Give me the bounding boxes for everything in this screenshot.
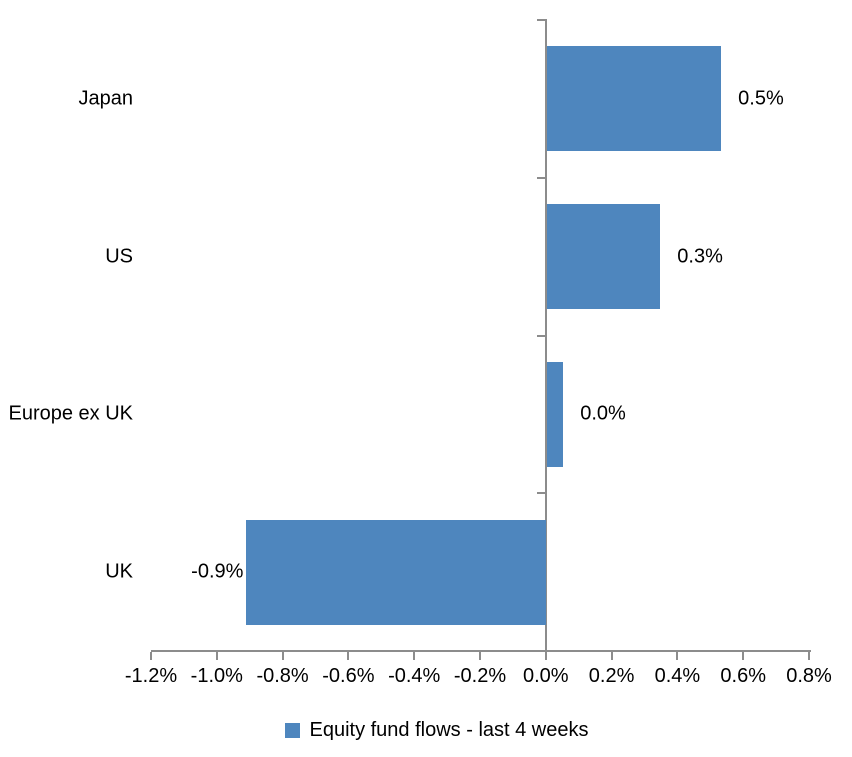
x-axis-tick-label: 0.8% [786,665,832,687]
bar-uk [246,519,546,625]
x-axis-tick [215,652,218,660]
x-axis-tick-label: -0.2% [453,665,507,687]
value-label-japan: 0.5% [738,87,784,110]
x-axis-tick [610,652,613,660]
x-axis-tick-label: 0.6% [720,665,766,687]
category-label-europe-ex-uk: Europe ex UK [8,402,133,425]
bar-europe-ex-uk [546,361,564,467]
x-axis-tick-label: -1.0% [190,665,243,687]
x-axis-tick [150,652,152,660]
x-axis-tick-label: 0.2% [588,665,635,687]
legend: Equity fund flows - last 4 weeks [11,714,852,746]
x-axis-tick-label: -0.4% [388,665,441,687]
value-label-us: 0.3% [677,245,723,268]
category-label-japan: Japan [78,87,134,110]
x-axis-tick [544,652,547,660]
value-label-uk: -0.9% [191,560,244,583]
category-label-uk: UK [105,560,133,583]
x-axis-tick [808,652,810,660]
legend-swatch [285,722,301,738]
y-axis-tick [536,19,547,21]
bar-japan [546,46,722,152]
x-axis-tick [479,652,481,660]
x-axis-tick [413,652,416,660]
x-axis-tick [742,652,745,660]
x-axis-tick [281,652,284,660]
x-axis-tick [347,652,350,660]
x-axis-tick-label: -1.2% [124,665,178,687]
x-axis-tick-label: -0.8% [256,665,309,687]
y-axis-tick [536,176,547,179]
x-axis-tick-label: -0.6% [322,665,375,687]
x-axis-tick [676,652,679,660]
legend-label: Equity fund flows - last 4 weeks [309,718,589,741]
value-label-europe-ex-uk: 0.0% [580,402,626,425]
y-axis-tick [536,492,547,495]
y-axis-tick [536,650,547,652]
x-axis-line [151,650,811,652]
y-axis-tick [536,334,547,337]
category-label-us: US [105,245,133,268]
bar-us [546,204,661,310]
x-axis-tick-label: 0.4% [654,665,701,687]
x-axis-tick-label: 0.0% [523,665,569,687]
